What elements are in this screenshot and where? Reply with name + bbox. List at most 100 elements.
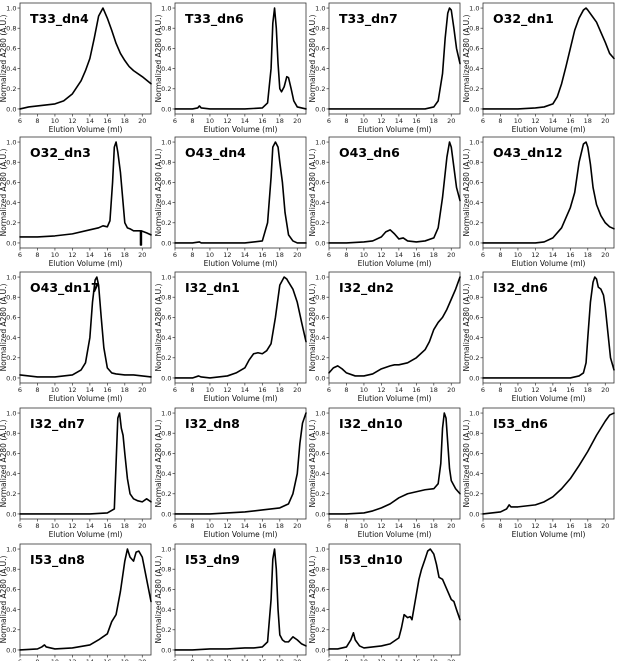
x-tick-label: 20 [447, 386, 455, 394]
y-axis-label: Normalized A280 (A.U.) [0, 15, 8, 103]
x-tick-label: 12 [531, 117, 539, 125]
x-tick-label: 12 [68, 386, 76, 394]
x-tick-label: 18 [121, 251, 129, 259]
x-tick-label: 8 [498, 251, 502, 259]
x-tick-label: 8 [190, 251, 194, 259]
y-tick-label: 0.2 [161, 219, 171, 227]
x-tick-label: 8 [498, 117, 502, 125]
x-tick-label: 18 [584, 251, 592, 259]
panel-title: I32_dn8 [185, 416, 240, 432]
y-tick-label: 0.6 [6, 179, 16, 187]
chart-panel: 681012141618200.00.20.40.60.81.0Elution … [308, 543, 461, 661]
panel-title: O43_dn4 [185, 145, 246, 161]
series-line [482, 412, 615, 515]
x-tick-label: 16 [412, 386, 420, 394]
y-tick-label: 0.8 [161, 294, 171, 302]
x-tick-label: 10 [51, 658, 59, 661]
x-tick-label: 14 [86, 658, 94, 661]
x-tick-label: 16 [412, 658, 420, 661]
x-tick-label: 20 [447, 117, 455, 125]
y-tick-label: 0.0 [6, 374, 16, 382]
x-axis-label: Elution Volume (ml) [358, 259, 432, 268]
y-axis-label: Normalized A280 (A.U.) [0, 556, 8, 644]
plot-frame [174, 407, 307, 520]
series-line [174, 141, 307, 244]
y-tick-label: 0.4 [469, 470, 479, 478]
panel-title: O43_dn17 [30, 280, 100, 296]
x-tick-label: 6 [173, 251, 177, 259]
x-tick-label: 12 [68, 522, 76, 530]
series-line [19, 412, 152, 515]
x-tick-label: 8 [35, 251, 39, 259]
x-tick-label: 8 [190, 658, 194, 661]
y-tick-label: 0.0 [315, 239, 325, 247]
y-tick-label: 0.4 [315, 334, 325, 342]
y-tick-label: 1.0 [161, 4, 171, 12]
y-tick-label: 1.0 [315, 4, 325, 12]
series-line [174, 548, 307, 651]
y-tick-label: 0.4 [161, 606, 171, 614]
x-axis-label: Elution Volume (ml) [512, 125, 586, 134]
y-tick-label: 0.0 [469, 105, 479, 113]
y-tick-label: 0.0 [469, 510, 479, 518]
y-tick-label: 1.0 [6, 273, 16, 281]
series-line [174, 7, 307, 110]
x-tick-label: 8 [344, 386, 348, 394]
x-tick-label: 14 [549, 386, 557, 394]
x-tick-label: 14 [395, 658, 403, 661]
y-tick-label: 0.4 [161, 334, 171, 342]
x-tick-label: 6 [327, 251, 331, 259]
x-tick-label: 10 [51, 386, 59, 394]
x-tick-label: 16 [103, 522, 111, 530]
x-tick-label: 6 [173, 658, 177, 661]
y-tick-label: 0.0 [315, 374, 325, 382]
y-tick-label: 1.0 [6, 409, 16, 417]
y-tick-label: 0.2 [6, 490, 16, 498]
x-tick-label: 18 [430, 117, 438, 125]
x-tick-label: 20 [138, 117, 146, 125]
y-tick-label: 0.6 [315, 450, 325, 458]
y-axis-label: Normalized A280 (A.U.) [0, 284, 8, 372]
y-tick-label: 0.6 [161, 179, 171, 187]
x-tick-label: 12 [68, 251, 76, 259]
x-tick-label: 14 [395, 522, 403, 530]
y-axis-label: Normalized A280 (A.U.) [308, 15, 317, 103]
y-tick-label: 0.0 [6, 510, 16, 518]
y-tick-label: 0.6 [161, 314, 171, 322]
y-tick-label: 0.8 [469, 430, 479, 438]
y-axis-label: Normalized A280 (A.U.) [462, 15, 471, 103]
y-axis-label: Normalized A280 (A.U.) [308, 420, 317, 508]
y-tick-label: 0.8 [161, 159, 171, 167]
y-tick-label: 0.4 [6, 199, 16, 207]
y-tick-label: 0.2 [315, 85, 325, 93]
y-axis-label: Normalized A280 (A.U.) [154, 15, 163, 103]
x-tick-label: 18 [584, 117, 592, 125]
x-tick-label: 20 [293, 658, 301, 661]
plot-frame [328, 271, 461, 384]
x-tick-label: 16 [258, 117, 266, 125]
y-tick-label: 1.0 [315, 138, 325, 146]
plot-frame [328, 136, 461, 249]
y-tick-label: 0.4 [315, 606, 325, 614]
x-tick-label: 12 [223, 658, 231, 661]
x-tick-label: 10 [206, 658, 214, 661]
y-axis-label: Normalized A280 (A.U.) [154, 420, 163, 508]
plot-frame [328, 407, 461, 520]
x-tick-label: 12 [223, 522, 231, 530]
x-tick-label: 6 [18, 658, 22, 661]
x-tick-label: 6 [18, 117, 22, 125]
x-tick-label: 6 [327, 386, 331, 394]
y-tick-label: 0.2 [6, 354, 16, 362]
x-tick-label: 10 [514, 117, 522, 125]
y-tick-label: 0.6 [6, 314, 16, 322]
series-line [328, 548, 461, 650]
